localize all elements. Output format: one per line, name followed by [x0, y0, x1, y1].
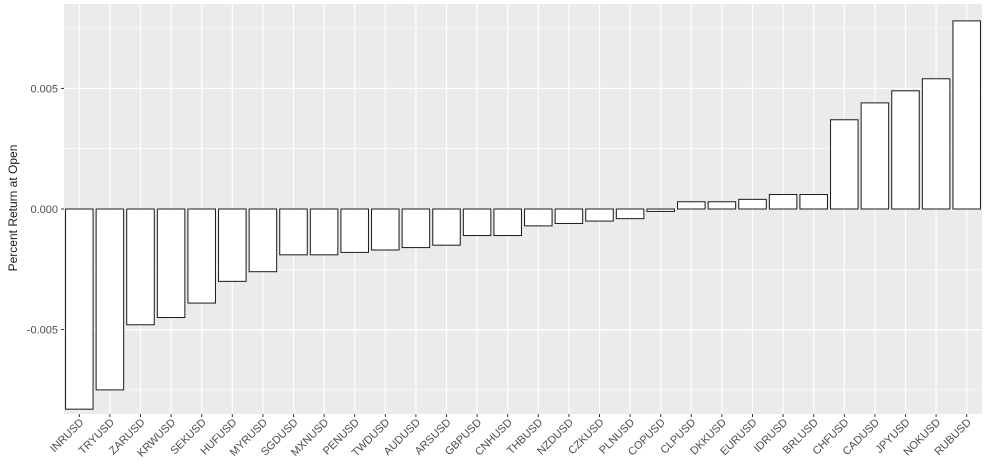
- bar-hufusd: [218, 208, 247, 282]
- y-tick-label: 0.005: [30, 83, 58, 95]
- bar-cadusd: [860, 102, 890, 210]
- bar-nokusd: [921, 78, 951, 210]
- bar-chfusd: [830, 119, 859, 210]
- bar-audusd: [401, 208, 431, 249]
- bar-nzdusd: [554, 208, 584, 224]
- bar-arsusd: [432, 208, 461, 246]
- bar-penusd: [340, 208, 369, 253]
- bar-myrusd: [248, 208, 278, 273]
- bar-sekusd: [187, 208, 216, 304]
- y-axis-title: Percent Return at Open: [6, 145, 20, 272]
- bar-brlusd: [799, 194, 828, 210]
- bar-twdusd: [371, 208, 400, 251]
- y-tick-label: 0.000: [30, 204, 58, 216]
- bar-zarusd: [126, 208, 155, 326]
- minor-gridlines: [64, 27, 982, 391]
- bar-cnhusd: [493, 208, 522, 237]
- bar-eurusd: [738, 198, 767, 210]
- bar-jpyusd: [891, 90, 920, 210]
- bar-plnusd: [615, 208, 645, 220]
- y-axis: -0.005 0.000 0.005: [27, 83, 64, 337]
- bar-inrusd: [65, 208, 94, 410]
- bar-gbpusd: [462, 208, 492, 237]
- bar-copusd: [646, 208, 675, 212]
- bar-clpusd: [677, 201, 706, 210]
- bar-tryusd: [95, 208, 125, 391]
- bar-rubusd: [952, 20, 981, 210]
- bar-idrusd: [768, 194, 798, 210]
- bar-krwusd: [156, 208, 186, 319]
- bar-thbusd: [524, 208, 553, 227]
- x-axis: INRUSDTRYUSDZARUSDKRWUSDSEKUSDHUFUSDMYRU…: [48, 414, 974, 460]
- bar-sgdusd: [279, 208, 308, 256]
- bar-mxnusd: [309, 208, 339, 256]
- bars: [65, 20, 981, 410]
- y-tick-label: -0.005: [27, 325, 58, 337]
- bar-dkkusd: [707, 201, 737, 210]
- bar-czkusd: [585, 208, 614, 222]
